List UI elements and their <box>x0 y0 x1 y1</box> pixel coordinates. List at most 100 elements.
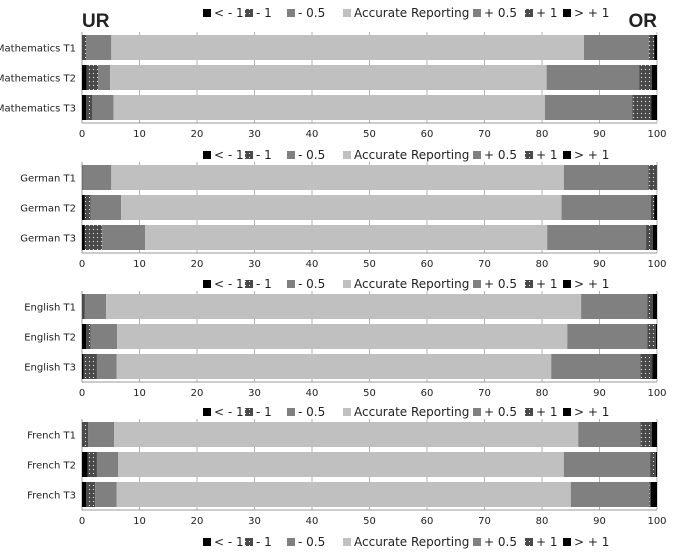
bar-segment--1 <box>82 195 85 220</box>
legend-swatch-2 <box>287 538 295 546</box>
legend-swatch-3 <box>343 9 351 17</box>
bar-segment--0-5 <box>563 452 651 477</box>
x-tick-label: 30 <box>248 259 261 270</box>
x-tick-label: 10 <box>133 129 146 140</box>
bar-segment-accurate-reporting <box>116 482 571 507</box>
legend-swatch-3 <box>343 408 351 416</box>
x-tick-label: 40 <box>306 516 319 527</box>
bar-segment--1 <box>640 422 652 447</box>
legend-label: Accurate Reporting <box>354 405 469 419</box>
x-tick-label: 100 <box>647 516 666 527</box>
bar-segment--1 <box>650 195 655 220</box>
x-tick-label: 50 <box>363 516 376 527</box>
x-tick-label: 20 <box>191 388 204 399</box>
legend-swatch-2 <box>287 408 295 416</box>
category-label: German T2 <box>20 204 76 215</box>
x-tick-label: 70 <box>478 259 491 270</box>
bar-segment-accurate-reporting <box>118 452 564 477</box>
bar-segment--1 <box>655 452 657 477</box>
bar-segment--1 <box>84 225 103 250</box>
legend-label: + 1 <box>536 148 558 162</box>
legend-label: - 1 <box>256 277 272 291</box>
bar-segment--1 <box>82 422 89 447</box>
category-label: German T3 <box>20 234 76 245</box>
legend-swatch-6 <box>563 538 571 546</box>
bar-segment--0-5 <box>561 195 651 220</box>
legend-swatch-6 <box>563 280 571 288</box>
x-tick-label: 50 <box>363 259 376 270</box>
x-tick-label: 30 <box>248 129 261 140</box>
legend-label: - 1 <box>256 535 272 549</box>
x-tick-label: 40 <box>306 388 319 399</box>
bar-segment--1 <box>86 95 93 120</box>
bar-segment--0-5 <box>84 294 107 319</box>
bar-segment--1 <box>82 452 88 477</box>
bar-segment--1 <box>652 294 657 319</box>
legend-swatch-1 <box>245 538 253 546</box>
bar-segment--0-5 <box>583 35 649 60</box>
legend-swatch-6 <box>563 9 571 17</box>
x-tick-label: 70 <box>478 516 491 527</box>
bar-segment--0-5 <box>547 225 647 250</box>
bar-segment--0-5 <box>98 65 111 90</box>
legend-swatch-0 <box>203 280 211 288</box>
or-label: OR <box>629 11 658 32</box>
legend-swatch-0 <box>203 9 211 17</box>
legend-label: + 1 <box>536 6 558 20</box>
bar-segment--1 <box>654 35 657 60</box>
bar-segment--1 <box>647 294 653 319</box>
bar-segment--0-5 <box>563 165 649 190</box>
legend-label: Accurate Reporting <box>354 535 469 549</box>
legend-label: + 1 <box>536 277 558 291</box>
bar-segment--1 <box>82 294 85 319</box>
bar-segment--1 <box>639 65 652 90</box>
legend-label: < - 1 <box>214 535 244 549</box>
legend-swatch-4 <box>473 151 481 159</box>
legend-label: > + 1 <box>574 277 609 291</box>
bar-segment--1 <box>652 354 657 379</box>
legend-swatch-3 <box>343 280 351 288</box>
x-tick-label: 0 <box>79 129 85 140</box>
x-tick-label: 0 <box>79 388 85 399</box>
category-label: German T1 <box>20 174 76 185</box>
category-label: French T3 <box>27 491 76 502</box>
legend-label: Accurate Reporting <box>354 277 469 291</box>
bar-segment--0-5 <box>551 354 641 379</box>
legend-swatch-6 <box>563 151 571 159</box>
legend-swatch-5 <box>525 280 533 288</box>
legend-label: Accurate Reporting <box>354 6 469 20</box>
legend-label: - 0.5 <box>298 535 325 549</box>
x-tick-label: 10 <box>133 259 146 270</box>
bar-segment--1 <box>648 35 655 60</box>
x-tick-label: 90 <box>593 516 606 527</box>
legend-swatch-1 <box>245 280 253 288</box>
legend-label: < - 1 <box>214 405 244 419</box>
x-tick-label: 20 <box>191 129 204 140</box>
legend-swatch-3 <box>343 538 351 546</box>
legend-label: - 1 <box>256 148 272 162</box>
x-tick-label: 40 <box>306 259 319 270</box>
legend-swatch-4 <box>473 280 481 288</box>
bar-segment--1 <box>82 324 87 349</box>
legend-swatch-1 <box>245 408 253 416</box>
x-tick-label: 70 <box>478 129 491 140</box>
bar-segment--1 <box>82 482 87 507</box>
bar-segment--0-5 <box>92 95 114 120</box>
legend-label: + 0.5 <box>484 405 517 419</box>
bar-segment--1 <box>649 482 651 507</box>
legend-label: > + 1 <box>574 405 609 419</box>
x-tick-label: 60 <box>421 129 434 140</box>
legend-label: - 0.5 <box>298 405 325 419</box>
x-tick-label: 30 <box>248 516 261 527</box>
x-tick-label: 100 <box>647 129 666 140</box>
bar-segment--0-5 <box>86 35 112 60</box>
x-tick-label: 10 <box>133 388 146 399</box>
legend-swatch-0 <box>203 408 211 416</box>
bar-segment--0-5 <box>581 294 648 319</box>
bar-segment--1 <box>83 354 97 379</box>
x-tick-label: 60 <box>421 516 434 527</box>
bar-segment-accurate-reporting <box>117 324 568 349</box>
bar-segment--1 <box>84 195 91 220</box>
legend-label: < - 1 <box>214 148 244 162</box>
